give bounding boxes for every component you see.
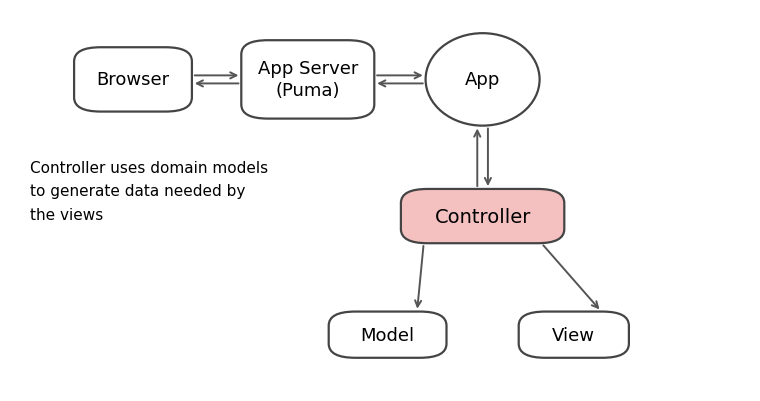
FancyBboxPatch shape (74, 48, 192, 112)
Text: View: View (553, 326, 595, 344)
FancyBboxPatch shape (328, 312, 447, 358)
FancyBboxPatch shape (401, 189, 564, 243)
Text: Controller uses domain models
to generate data needed by
the views: Controller uses domain models to generat… (30, 160, 268, 222)
Ellipse shape (426, 34, 540, 126)
FancyBboxPatch shape (518, 312, 629, 358)
Text: Browser: Browser (97, 71, 169, 89)
Text: Model: Model (360, 326, 415, 344)
Text: App Server
(Puma): App Server (Puma) (258, 60, 358, 100)
FancyBboxPatch shape (242, 41, 374, 119)
Text: Controller: Controller (435, 207, 530, 226)
Text: App: App (465, 71, 500, 89)
